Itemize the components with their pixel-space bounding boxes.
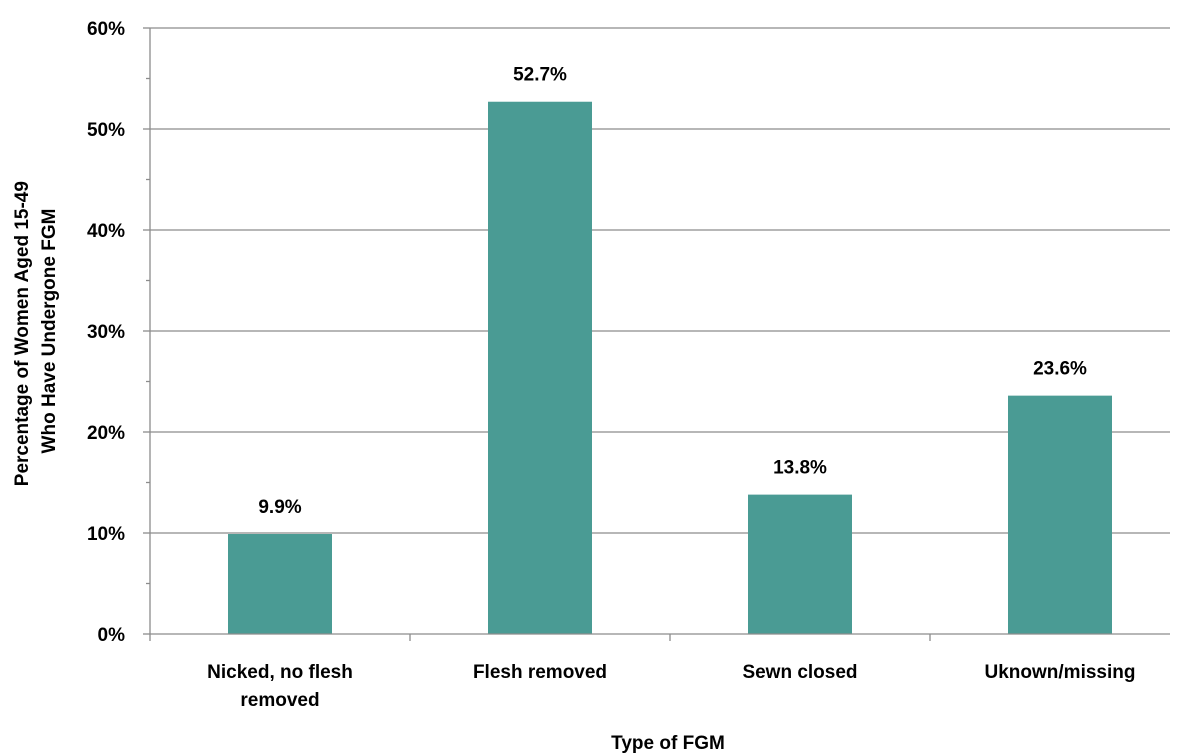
x-tick-label: Flesh removed xyxy=(473,662,607,683)
bar xyxy=(228,534,332,634)
y-tick-label: 30% xyxy=(87,322,125,343)
x-category-labels: Nicked, no flesh removed Flesh removed Sewn… xyxy=(207,662,1135,711)
gridlines xyxy=(150,27,1170,534)
y-tick-label: 10% xyxy=(87,524,125,545)
data-labels: 9.9% 52.7% 13.8% 23.6% xyxy=(258,65,1087,518)
bar xyxy=(488,101,592,635)
bars xyxy=(228,101,1112,635)
x-axis-title: Type of FGM xyxy=(611,733,725,753)
data-label: 23.6% xyxy=(1033,359,1087,380)
bar xyxy=(748,494,852,634)
y-tick-label: 60% xyxy=(87,19,125,40)
x-tick-label-line: Uknown/missing xyxy=(985,662,1136,683)
x-tick-label: Uknown/missing xyxy=(985,662,1136,683)
data-label: 9.9% xyxy=(258,497,301,518)
y-tick-labels: 0% 10% 20% 30% 40% 50% 60% xyxy=(87,19,125,646)
y-tick-label: 50% xyxy=(87,120,125,141)
y-axis-title-line-1: Percentage of Women Aged 15-49 xyxy=(12,181,33,486)
y-axis-title: Percentage of Women Aged 15-49 Who Have … xyxy=(12,176,60,486)
bar xyxy=(1008,395,1112,634)
axes xyxy=(143,27,1170,641)
x-tick-label-line: Nicked, no flesh xyxy=(207,662,353,683)
x-tick-label: Nicked, no flesh removed xyxy=(207,662,353,711)
y-axis-title-line-2: Who Have Undergone FGM xyxy=(39,209,60,454)
y-tick-label: 20% xyxy=(87,423,125,444)
x-tick-label-line: removed xyxy=(240,690,319,711)
x-tick-label-line: Sewn closed xyxy=(742,662,857,683)
data-label: 13.8% xyxy=(773,458,827,479)
x-tick-label: Sewn closed xyxy=(742,662,857,683)
data-label: 52.7% xyxy=(513,65,567,86)
y-tick-label: 40% xyxy=(87,221,125,242)
x-tick-label-line: Flesh removed xyxy=(473,662,607,683)
y-tick-label: 0% xyxy=(98,625,126,646)
